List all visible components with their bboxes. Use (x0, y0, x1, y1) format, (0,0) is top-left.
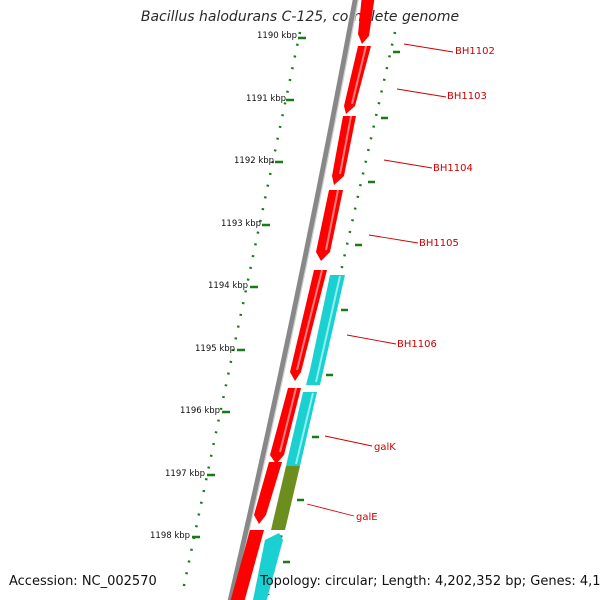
label-leader (396, 88, 447, 98)
ruler-label: 1193 kbp (221, 219, 261, 229)
gene-arrow[interactable] (228, 530, 264, 600)
ruler-label: 1198 kbp (150, 531, 190, 541)
map-title: Bacillus halodurans C-125, complete geno… (140, 9, 460, 25)
label-leader (403, 43, 454, 53)
genome-backbone (227, 0, 358, 600)
label-leader (346, 334, 397, 345)
gene-shade (315, 275, 341, 383)
ruler-ticks (192, 36, 400, 564)
gene-label-bh1104[interactable]: BH1104 (433, 163, 473, 174)
ruler-label: 1191 kbp (246, 94, 286, 104)
gene-label-galk[interactable]: galK (374, 442, 396, 453)
ruler-labels: 1190 kbp 1191 kbp 1192 kbp 1193 kbp 1194… (150, 31, 297, 541)
gene-label-bh1103[interactable]: BH1103 (447, 91, 487, 102)
gene-shade (295, 392, 314, 465)
label-leaders (306, 43, 454, 517)
gene-shade (279, 387, 297, 453)
gene-shade (351, 45, 367, 105)
ruler-label: 1197 kbp (165, 469, 205, 479)
gene-label-gale[interactable]: galE (356, 512, 378, 523)
gene-arrow[interactable] (254, 462, 282, 524)
topology-text: Topology: circular; Length: 4,202,352 bp… (260, 574, 600, 589)
label-leader (324, 435, 373, 447)
gene-arrow[interactable] (251, 533, 283, 600)
ruler-label: 1192 kbp (234, 156, 274, 166)
gene-label-bh1106[interactable]: BH1106 (397, 339, 437, 350)
gene-arrow[interactable] (306, 275, 345, 385)
gene-labels: BH1102 BH1103 BH1104 BH1105 BH1106 galK … (356, 46, 495, 523)
label-leader (306, 503, 355, 517)
gene-shade (325, 189, 339, 251)
accession-text: Accession: NC_002570 (9, 574, 157, 589)
ruler-label: 1194 kbp (208, 281, 248, 291)
label-leader (368, 234, 419, 244)
gene-arrow[interactable] (316, 190, 343, 261)
gene-shade (296, 269, 323, 371)
gene-label-bh1102[interactable]: BH1102 (455, 46, 495, 57)
gene-label-bh1105[interactable]: BH1105 (419, 238, 459, 249)
gene-shade (339, 115, 352, 175)
ruler-label: 1195 kbp (195, 344, 235, 354)
label-leader (383, 159, 433, 169)
genome-backbone-highlight (232, 0, 359, 600)
forward-genes (228, 0, 375, 600)
gene-arrow-highlight[interactable] (271, 466, 300, 530)
ruler-label: 1190 kbp (257, 31, 297, 41)
ruler-label: 1196 kbp (180, 406, 220, 416)
reverse-genes (251, 275, 345, 600)
gene-arrow[interactable] (358, 0, 375, 44)
